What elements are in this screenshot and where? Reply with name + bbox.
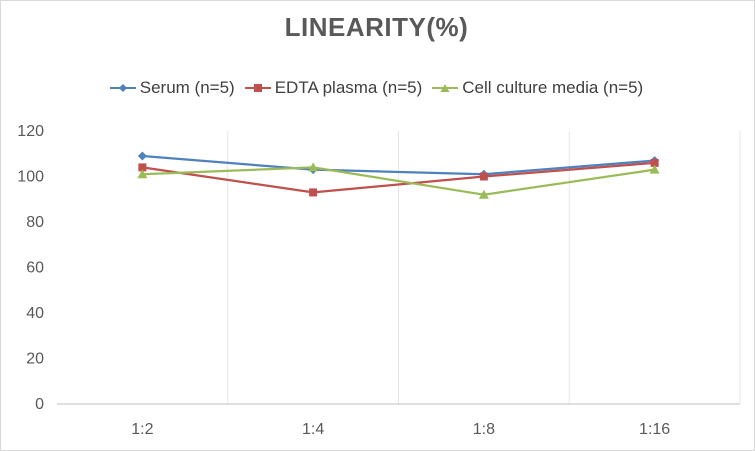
- series-line: [142, 161, 655, 194]
- series-1: [138, 158, 659, 197]
- data-point-square: [309, 188, 318, 197]
- series-2: [137, 162, 660, 199]
- chart-legend: Serum (n=5) EDTA plasma (n=5) Cell cultu…: [0, 78, 753, 98]
- y-tick-label: 60: [26, 260, 44, 277]
- legend-item-cell-culture-media: Cell culture media (n=5): [432, 78, 643, 98]
- x-axis-tick-labels: 1:2 1:4 1:8 1:16: [131, 421, 670, 438]
- data-point-square: [138, 163, 147, 172]
- y-tick-label: 0: [35, 396, 44, 413]
- data-point-triangle: [478, 189, 489, 199]
- vertical-gridlines: [227, 131, 741, 404]
- y-tick-label: 100: [17, 169, 44, 186]
- x-tick-label: 1:4: [302, 421, 324, 438]
- y-tick-label: 80: [26, 214, 44, 231]
- data-point-triangle: [308, 162, 319, 172]
- y-tick-label: 20: [26, 351, 44, 368]
- legend-marker-cell-culture-media: [432, 84, 459, 92]
- x-tick-label: 1:16: [639, 421, 670, 438]
- data-point-square: [650, 158, 659, 167]
- y-axis-tick-labels: 0 20 40 60 80 100 120: [17, 123, 44, 413]
- x-tick-label: 1:8: [473, 421, 495, 438]
- y-tick-label: 40: [26, 305, 44, 322]
- legend-item-serum: Serum (n=5): [109, 78, 235, 98]
- y-tick-label: 120: [17, 123, 44, 140]
- data-series: [137, 151, 660, 199]
- legend-marker-serum: [109, 84, 136, 92]
- legend-item-edta-plasma: EDTA plasma (n=5): [244, 78, 423, 98]
- x-tick-label: 1:2: [131, 421, 153, 438]
- data-point-square: [479, 172, 488, 181]
- chart-title: LINEARITY(%): [284, 12, 469, 42]
- series-line: [142, 154, 655, 176]
- legend-marker-edta-plasma: [244, 84, 271, 92]
- data-point-triangle: [649, 164, 660, 174]
- data-point-diamond: [137, 151, 147, 161]
- legend-label-edta-plasma: EDTA plasma (n=5): [274, 78, 423, 97]
- legend-label-cell-culture-media: Cell culture media (n=5): [462, 78, 644, 97]
- data-point-triangle: [137, 169, 148, 179]
- legend-label-serum: Serum (n=5): [139, 78, 235, 97]
- series-line: [142, 166, 655, 196]
